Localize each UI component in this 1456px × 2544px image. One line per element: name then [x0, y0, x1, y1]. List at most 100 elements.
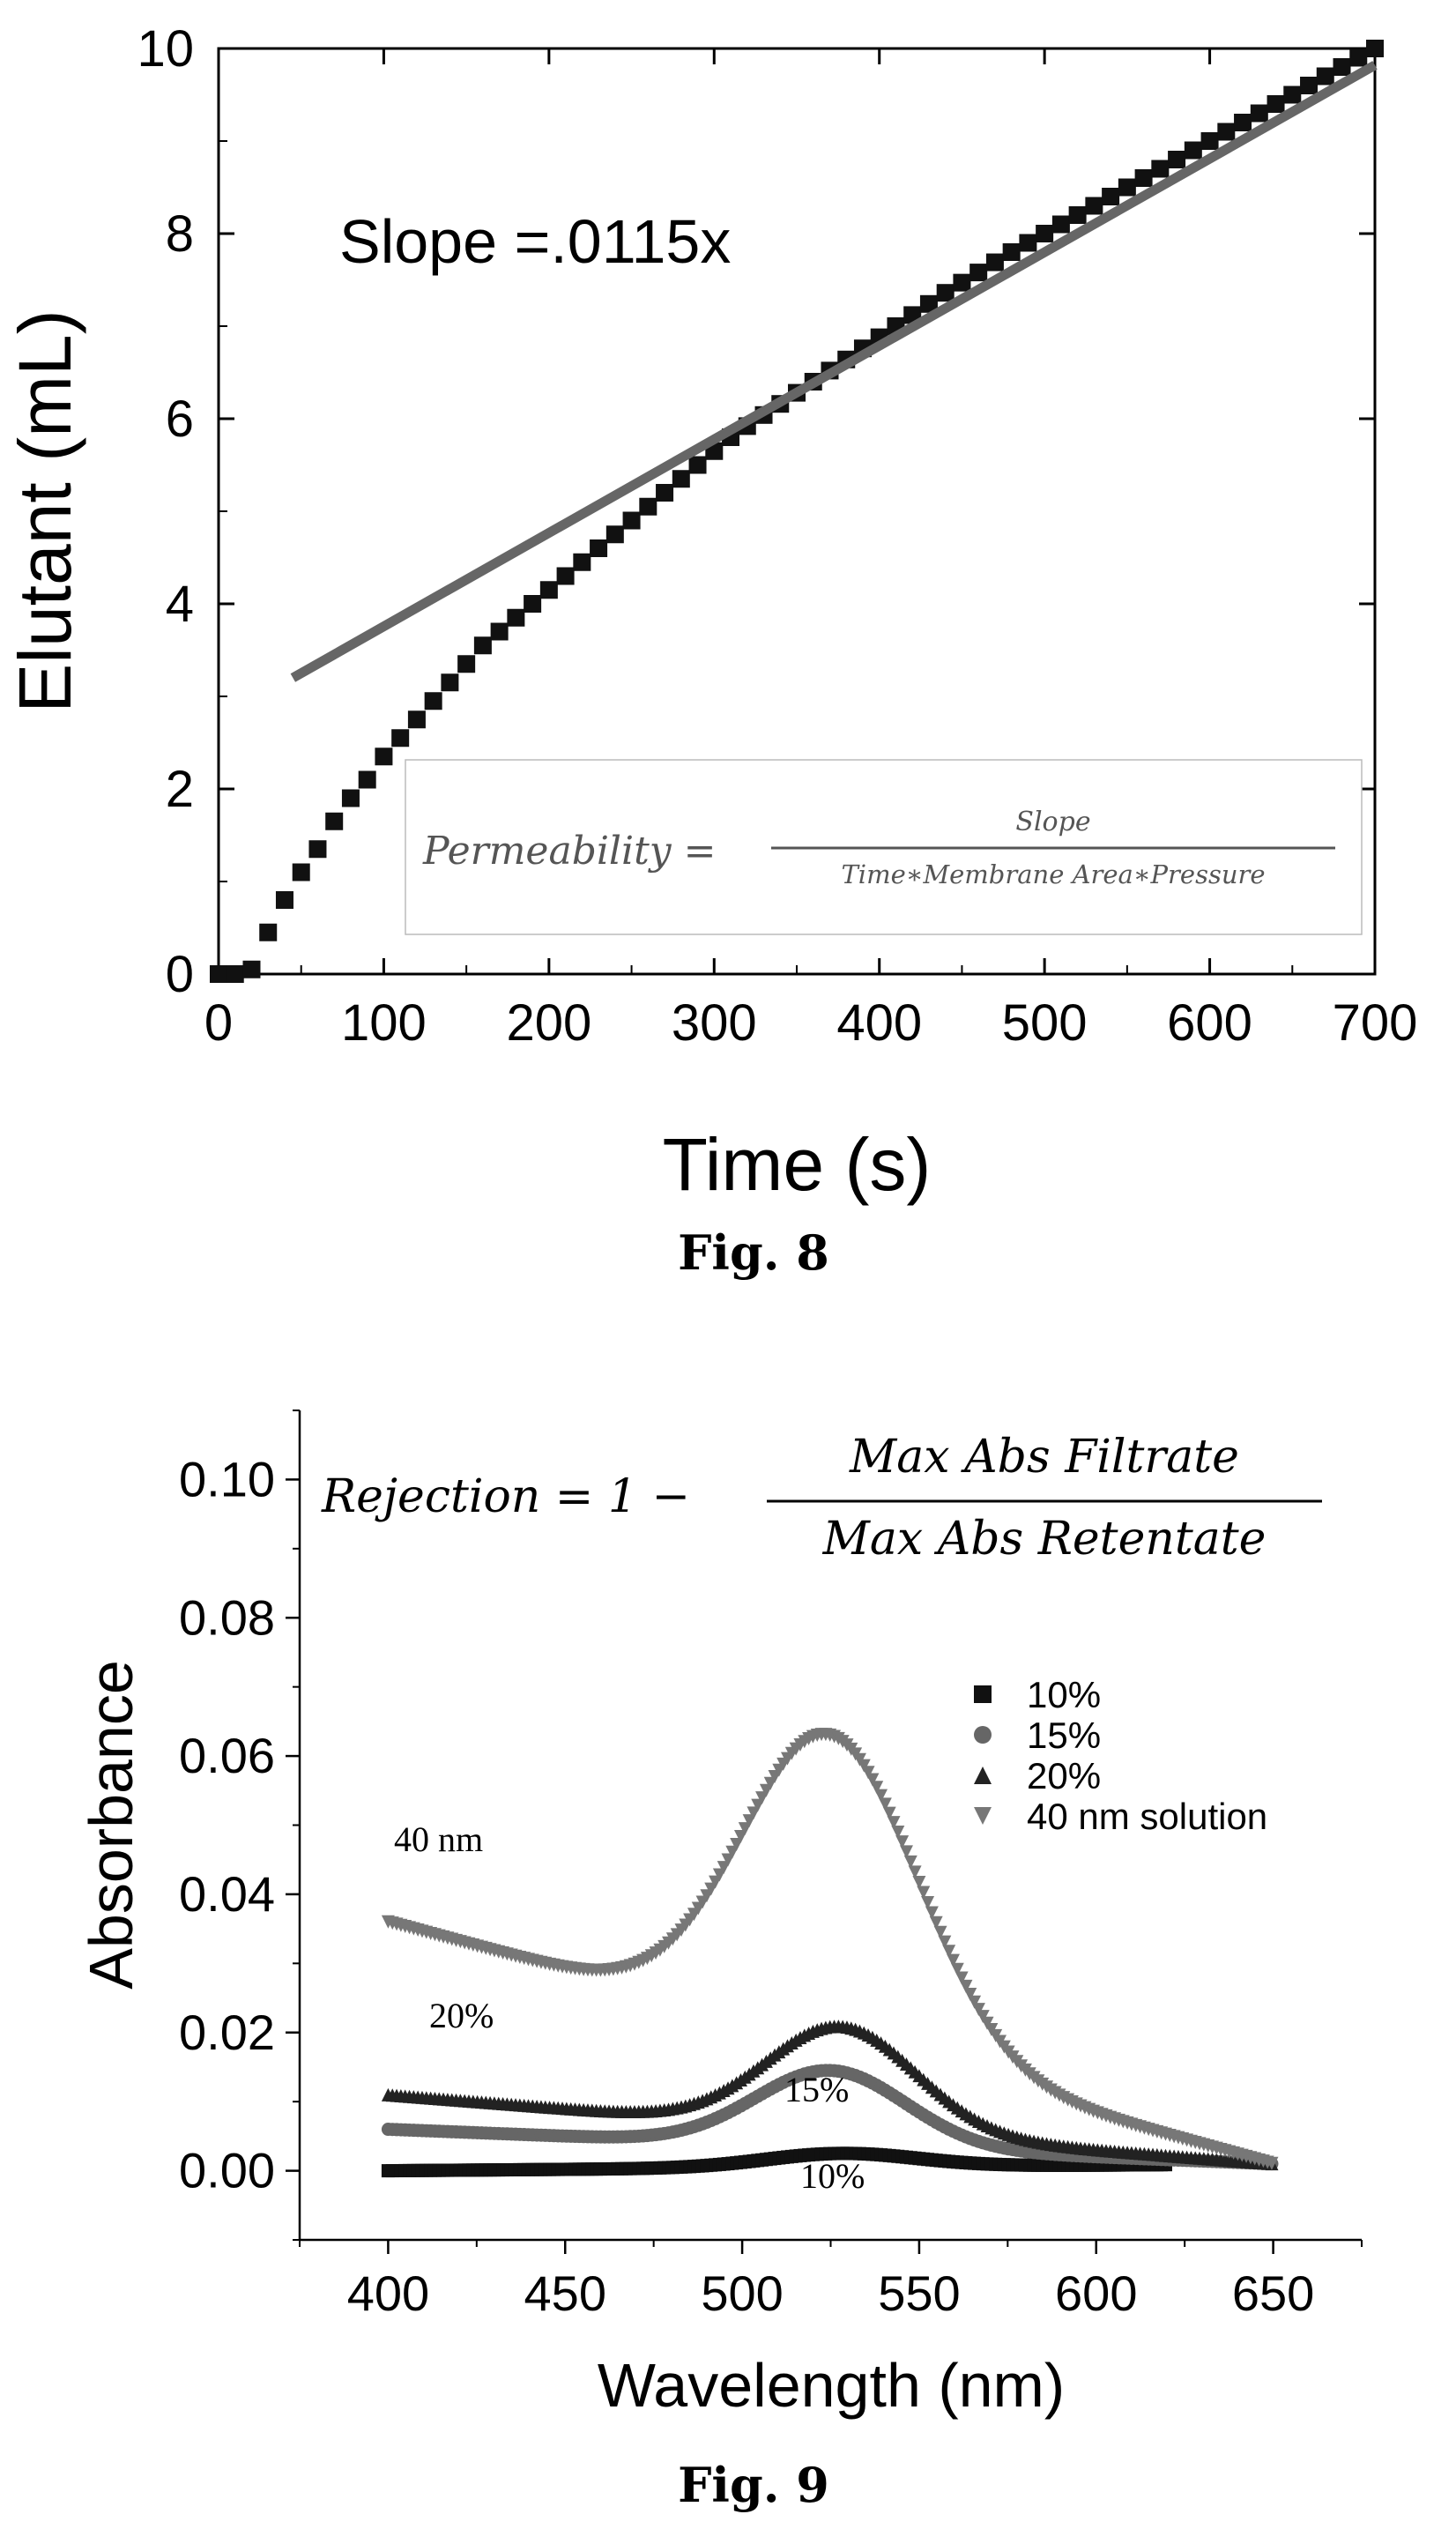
fig8-x-tick-label: 300: [672, 994, 757, 1052]
fig8-data-point: [1316, 67, 1334, 86]
fig8-data-point: [656, 484, 674, 502]
fig9-data-point: [861, 1766, 875, 1780]
fig8-data-point: [1102, 188, 1120, 205]
fig9-data-point: [921, 1896, 935, 1910]
fig8-data-point: [424, 692, 442, 710]
fig8-x-tick-label: 700: [1333, 994, 1418, 1052]
fig8-data-point: [1051, 215, 1070, 234]
fig9-series-40-nm-solution: [381, 1728, 1279, 2170]
fig9-data-point: [976, 2010, 990, 2024]
fig8-y-tick-label: 6: [166, 391, 194, 448]
fig8-x-tick-label: 200: [506, 994, 591, 1052]
fig8-data-point: [1200, 132, 1219, 150]
fig9-series-points: [381, 1728, 1279, 2178]
fig9-legend-label: 20%: [1027, 1755, 1101, 1796]
fig9-data-point: [971, 2003, 985, 2017]
fig8-data-point: [1168, 151, 1186, 168]
fig9-x-axis-label: Wavelength (nm): [598, 2351, 1065, 2420]
fig8-data-point: [1036, 225, 1054, 242]
fig9-y-axis-label: Absorbance: [77, 1660, 145, 1990]
fig8-permeability-numerator: Slope: [1015, 807, 1090, 837]
fig9-legend-marker: [974, 1726, 992, 1744]
fig8-x-tick-label: 0: [204, 994, 233, 1052]
fig8-data-point: [1267, 95, 1285, 113]
fig8-data-point: [639, 497, 657, 516]
fig9-data-point: [857, 1759, 871, 1773]
fig8-data-point: [1234, 114, 1252, 131]
fig9-legend-label: 10%: [1027, 1674, 1101, 1715]
fig9-data-point: [955, 1971, 969, 1985]
fig8-data-point: [688, 456, 707, 474]
fig9-data-point: [865, 1773, 880, 1787]
fig8-data-point: [259, 923, 278, 941]
fig8-data-point: [275, 891, 293, 909]
fig8-x-tick-label: 600: [1167, 994, 1252, 1052]
fig8-data-point: [1068, 206, 1087, 224]
fig8-data-point: [325, 812, 344, 830]
fig8-data-point: [407, 710, 426, 729]
fig8-data-point: [1184, 141, 1202, 160]
fig9-data-point: [942, 1945, 956, 1959]
fig9-y-tick-label: 0.02: [179, 2005, 275, 2060]
fig8-y-tick-label: 4: [166, 576, 194, 633]
fig8-x-tick-label: 400: [836, 994, 922, 1052]
fig8-data-point: [1019, 234, 1037, 252]
fig8-x-tick-label: 500: [1002, 994, 1088, 1052]
fig8-data-point: [1151, 160, 1170, 178]
fig8-data-point: [226, 965, 244, 983]
fig8-data-point: [242, 960, 261, 978]
fig8-data-point: [292, 863, 310, 881]
fig9-legend-label: 15%: [1027, 1715, 1101, 1756]
fig8-y-tick-label: 8: [166, 205, 194, 263]
fig8-data-point: [490, 622, 509, 641]
fig8-data-point: [953, 273, 971, 292]
fig8-y-tick-labels: 0 2 4 6 8 10: [137, 20, 194, 1003]
fig8-y-tick-label: 10: [137, 20, 194, 78]
fig8-chart: 0 100 200 300 400 500 600 700 0 2 4 6 8 10 Slope =.0…: [4, 20, 1417, 1281]
fig8-data-point: [473, 636, 492, 655]
fig8-permeability-lhs: Permeability =: [422, 829, 716, 874]
fig8-slope-annotation: Slope =.0115x: [339, 207, 731, 276]
fig8-data-point: [539, 581, 558, 599]
fig8-data-point: [605, 525, 624, 544]
fig9-equation-denominator: Max Abs Retentate: [822, 1513, 1267, 1566]
fig9-legend-marker: [974, 1685, 992, 1703]
fig8-data-point: [919, 294, 938, 313]
fig9-legend-marker: [974, 1807, 992, 1825]
fig9-data-point: [917, 1886, 931, 1900]
fig9-data-point: [963, 1987, 977, 2001]
fig9-x-tick-label: 500: [701, 2265, 783, 2321]
fig8-data-point: [590, 539, 608, 557]
fig8-y-tick-label: 2: [166, 761, 194, 818]
fig8-data-point: [524, 595, 542, 613]
fig9-data-point: [899, 1845, 913, 1859]
fig9-label-20: 20%: [429, 1996, 494, 2035]
fig9-x-tick-labels: 400 450 500 550 600 650: [347, 2265, 1315, 2321]
fig8-data-point: [573, 553, 591, 571]
fig9-chart: 400 450 500 550 600 650 0.000.020.040.060.080…: [77, 1410, 1363, 2513]
fig9-x-tick-label: 450: [524, 2265, 606, 2321]
fig8-data-point: [1118, 178, 1136, 197]
fig9-data-point: [891, 1825, 905, 1839]
fig9-data-point: [1265, 2156, 1279, 2170]
fig8-data-point: [1349, 48, 1368, 67]
fig8-data-point: [441, 673, 459, 692]
fig8-data-point: [341, 789, 360, 807]
fig9-y-tick-label: 0.10: [179, 1451, 275, 1506]
fig9-legend: 10%15%20%40 nm solution: [974, 1674, 1267, 1837]
fig8-data-point: [936, 284, 955, 302]
fig8-data-point: [308, 840, 327, 859]
fig9-data-point: [959, 1979, 973, 1993]
fig9-legend-label: 40 nm solution: [1027, 1796, 1267, 1837]
fig9-x-tick-label: 600: [1055, 2265, 1137, 2321]
fig9-y-tick-label: 0.00: [179, 2143, 275, 2198]
fig9-series-10-: [381, 2146, 1172, 2178]
fig9-data-point: [912, 1875, 926, 1889]
fig9-series-15-: [381, 2064, 1279, 2171]
fig8-data-point: [358, 770, 376, 789]
fig8-x-axis-label: Time (s): [663, 1123, 932, 1206]
fig9-data-point: [929, 1915, 943, 1930]
fig9-data-point: [946, 1953, 960, 1968]
fig8-data-point: [391, 729, 410, 748]
